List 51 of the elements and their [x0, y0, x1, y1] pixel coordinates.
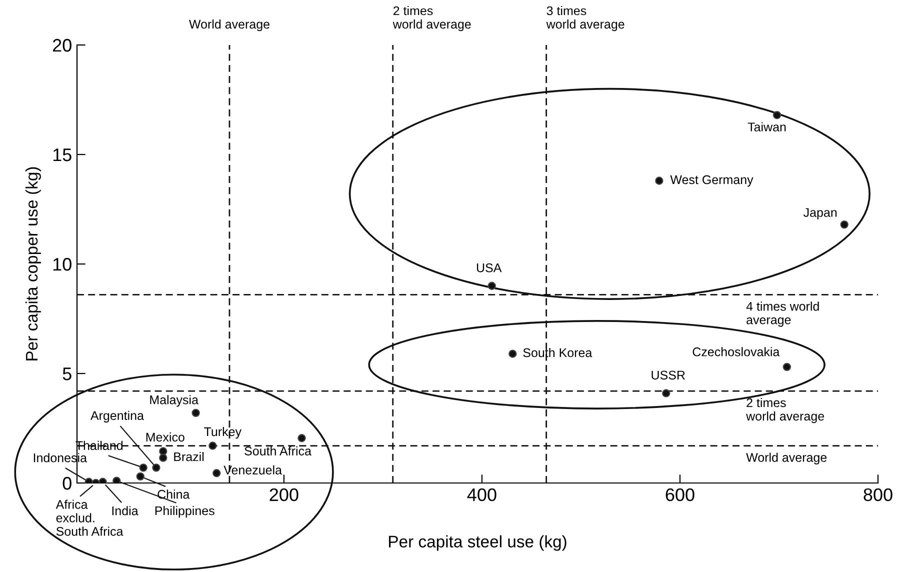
- annotation: Brazil: [174, 452, 204, 462]
- annotation: West Germany: [670, 175, 754, 187]
- x-tick-label: 800: [864, 488, 892, 502]
- point: [782, 362, 792, 372]
- annotation: Venezuela: [224, 465, 282, 474]
- y-tick-label: 20: [52, 38, 72, 52]
- annotation: South Africa: [244, 446, 312, 456]
- point: [508, 350, 517, 358]
- annotation: Czechoslovakia: [692, 347, 780, 356]
- x-axis-title: Per capita steel use (kg): [389, 535, 566, 551]
- annotation: India: [112, 506, 138, 516]
- point: [662, 389, 670, 398]
- annotation: USA: [476, 263, 502, 272]
- point: [488, 282, 496, 290]
- annotation: Mexico: [146, 432, 184, 442]
- annotation: USSR: [652, 370, 685, 380]
- point: [655, 176, 664, 185]
- point: [159, 447, 168, 456]
- annotation: Turkey: [204, 426, 242, 439]
- annotation: China: [158, 490, 190, 499]
- point: [192, 408, 200, 418]
- ref-line-label: 2 times world average: [392, 6, 471, 32]
- x-tick-label: 600: [666, 488, 694, 502]
- annotation: South Korea: [523, 348, 592, 358]
- point: [212, 469, 221, 478]
- y-tick-label: 0: [62, 476, 72, 490]
- x-tick-label: 400: [467, 488, 496, 502]
- annotation: Taiwan: [748, 122, 786, 132]
- x-tick-label: 200: [270, 488, 298, 502]
- point: [208, 442, 217, 450]
- ref-line-label: 2 times world average: [746, 398, 824, 424]
- point: [136, 472, 144, 481]
- point: [112, 476, 121, 483]
- ref-line-label: 3 times world average: [546, 6, 624, 32]
- y-tick-label: 5: [62, 368, 72, 380]
- annotation: Philippines: [155, 506, 214, 518]
- annotation: Malaysia: [150, 395, 198, 407]
- ref-line-label: World average: [189, 19, 270, 32]
- point: [840, 220, 848, 229]
- point: [159, 454, 168, 462]
- point: [772, 110, 782, 120]
- point: [152, 464, 160, 472]
- point: [298, 434, 306, 442]
- ref-line-label: 4 times world average: [746, 302, 819, 327]
- annotation: Argentina: [90, 410, 144, 422]
- y-tick-label: 15: [53, 148, 72, 162]
- y-axis-title: Per capita copper use (kg): [25, 167, 41, 360]
- ref-line-label: World average: [746, 452, 827, 464]
- annotation: Japan: [804, 208, 837, 220]
- point: [139, 464, 148, 472]
- y-tick-label: 10: [53, 258, 72, 271]
